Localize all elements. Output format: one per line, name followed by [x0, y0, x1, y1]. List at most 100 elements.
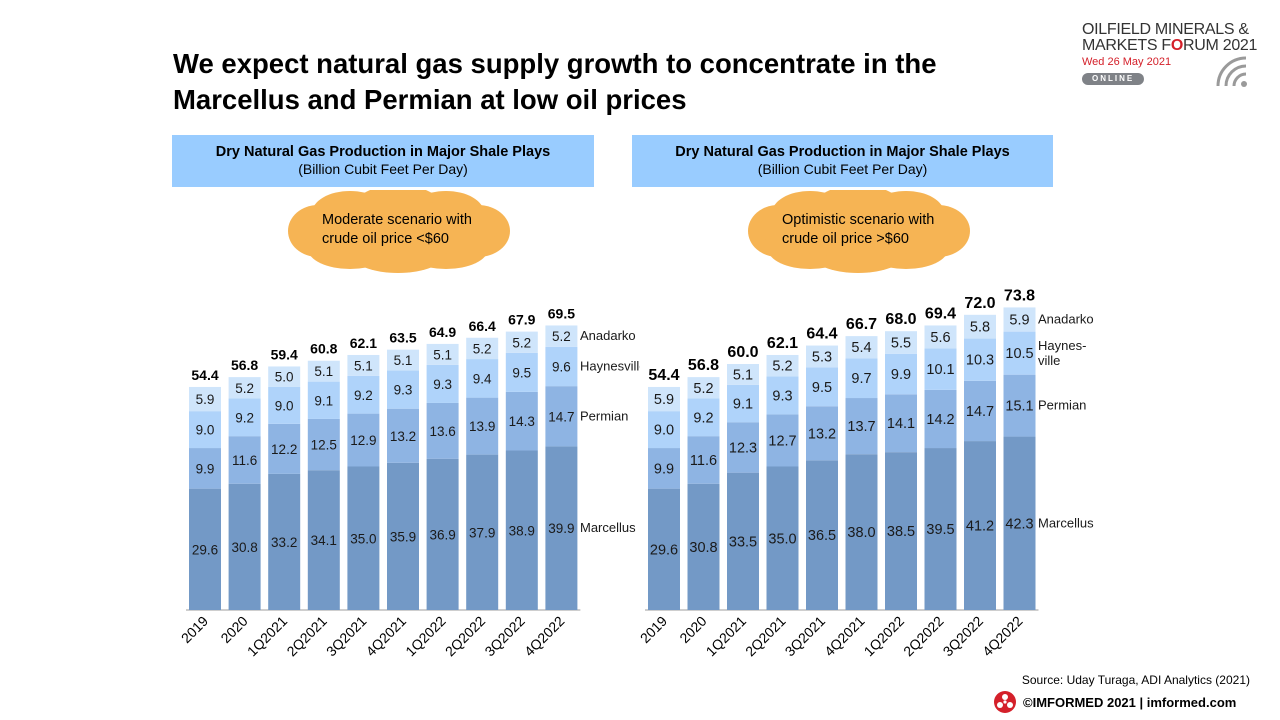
bar-segment-haynes-ville-3q2021 [806, 367, 838, 407]
bar-segment-haynes-ville-2019 [648, 411, 680, 449]
title-line-2: Marcellus and Permian at low oil prices [173, 84, 687, 115]
data-label: 9.7 [851, 371, 871, 387]
bar-segment-anadarko-3q2022 [964, 314, 996, 339]
bar-segment-marcellus-3q2021 [806, 460, 838, 610]
logo-line-1: OILFIELD MINERALS & [1082, 21, 1249, 38]
bar-segment-anadarko-4q2022 [1003, 307, 1036, 332]
bar-segment-marcellus-4q2022 [1003, 436, 1036, 610]
x-tick-label: 2Q2021 [742, 613, 789, 660]
data-label: 5.3 [812, 349, 832, 365]
bar-segment-anadarko-2020 [228, 377, 261, 399]
data-label: 5.1 [733, 367, 753, 383]
data-label: 13.2 [390, 429, 416, 444]
total-label: 64.4 [806, 326, 837, 343]
data-label: 9.1 [314, 393, 333, 408]
bar-segment-haynesville-4q2022 [545, 346, 578, 387]
scenario-annotation-line: Optimistic scenario with [782, 212, 934, 228]
bar-segment-permian-2q2022 [924, 389, 957, 449]
bar-segment-permian-3q2022 [964, 380, 996, 442]
bar-segment-marcellus-3q2021 [347, 466, 380, 610]
bar-segment-marcellus-2q2022 [924, 448, 957, 610]
data-label: 37.9 [469, 525, 495, 540]
bar-segment-marcellus-1q2021 [268, 473, 301, 610]
total-label: 69.5 [548, 305, 575, 321]
data-label: 9.4 [473, 371, 492, 386]
bar-segment-permian-2q2021 [307, 418, 340, 471]
source-note: Source: Uday Turaga, ADI Analytics (2021… [1021, 673, 1250, 687]
bar-segment-haynesville-3q2022 [505, 352, 538, 392]
total-label: 66.7 [846, 316, 877, 333]
data-label: 34.1 [311, 533, 337, 548]
total-label: 62.1 [350, 335, 377, 351]
series-label-line: Marcellus [580, 520, 636, 535]
data-label: 5.2 [512, 335, 531, 350]
x-tick-label: 4Q2022 [979, 613, 1026, 660]
bar-segment-marcellus-1q2022 [426, 458, 459, 610]
bar-segment-anadarko-2019 [648, 386, 680, 412]
bar-segment-marcellus-2019 [189, 488, 221, 610]
series-label-line: Permian [1038, 398, 1086, 413]
event-date: Wed 26 May 2021 [1082, 56, 1172, 68]
data-label: 9.0 [275, 398, 294, 413]
data-label: 35.0 [350, 531, 376, 546]
data-label: 5.2 [235, 381, 254, 396]
x-tick-label: 1Q2021 [703, 613, 750, 660]
data-label: 5.2 [772, 359, 792, 375]
total-label: 60.0 [727, 344, 758, 361]
data-label: 10.1 [926, 362, 954, 378]
data-label: 14.7 [966, 404, 994, 420]
data-label: 12.7 [768, 433, 796, 449]
data-label: 13.6 [429, 424, 455, 439]
data-label: 13.7 [847, 419, 875, 435]
bar-segment-haynes-ville-2q2021 [766, 376, 799, 415]
series-label-line: ville [1038, 353, 1060, 368]
bar-segment-marcellus-1q2022 [885, 452, 917, 610]
total-label: 60.8 [310, 341, 337, 357]
scenario-annotation-line: Moderate scenario with [322, 212, 472, 228]
series-label-permian: Permian [580, 408, 628, 423]
data-label: 38.5 [887, 524, 915, 540]
series-label-line: Marcellus [1038, 515, 1094, 530]
footer: ©IMFORMED 2021 | imformed.com [993, 690, 1236, 714]
bar-segment-anadarko-1q2022 [426, 343, 459, 365]
bar-segment-anadarko-2q2021 [307, 360, 340, 382]
x-tick-label: 2019 [637, 613, 670, 646]
data-label: 9.3 [394, 383, 413, 398]
event-logo: OILFIELD MINERALS & MARKETS FORUM 2021 W… [1082, 22, 1272, 88]
series-label-line: Haynesville [580, 358, 640, 373]
data-label: 14.1 [887, 416, 915, 432]
data-label: 12.3 [729, 440, 757, 456]
bar-segment-permian-1q2022 [885, 394, 917, 453]
bar-segment-haynesville-2q2022 [466, 359, 499, 398]
bar-segment-permian-2q2021 [766, 414, 799, 467]
slide-title: We expect natural gas supply growth to c… [173, 46, 1053, 118]
bar-segment-permian-3q2022 [505, 391, 538, 451]
bar-segment-haynes-ville-1q2021 [727, 384, 759, 423]
bar-segment-marcellus-2020 [687, 483, 720, 610]
data-label: 5.0 [275, 370, 294, 385]
bar-segment-marcellus-2q2021 [307, 470, 340, 610]
data-label: 9.2 [693, 410, 713, 426]
series-label-line: Permian [580, 408, 628, 423]
title-line-1: We expect natural gas supply growth to c… [173, 48, 937, 79]
series-label-haynes-ville: Haynes-ville [1038, 338, 1086, 368]
logo-brand-letter: O [1170, 37, 1184, 54]
data-label: 41.2 [966, 519, 994, 535]
bar-segment-anadarko-2q2021 [766, 354, 799, 377]
bar-segment-anadarko-3q2021 [347, 354, 380, 376]
total-label: 62.1 [767, 335, 798, 352]
data-label: 33.5 [729, 534, 757, 550]
series-label-anadarko: Anadarko [580, 328, 636, 343]
data-label: 9.1 [733, 397, 753, 413]
data-label: 12.2 [271, 442, 297, 457]
x-tick-label: 3Q2022 [940, 613, 987, 660]
bar-segment-anadarko-2q2022 [466, 337, 499, 360]
total-label: 73.8 [1004, 287, 1035, 304]
series-label-anadarko: Anadarko [1038, 312, 1094, 327]
total-label: 72.0 [964, 295, 995, 312]
data-label: 12.9 [350, 433, 376, 448]
data-label: 35.9 [390, 529, 416, 544]
data-label: 29.6 [192, 542, 218, 557]
total-label: 56.8 [231, 357, 258, 373]
cloud-shape [298, 201, 498, 257]
